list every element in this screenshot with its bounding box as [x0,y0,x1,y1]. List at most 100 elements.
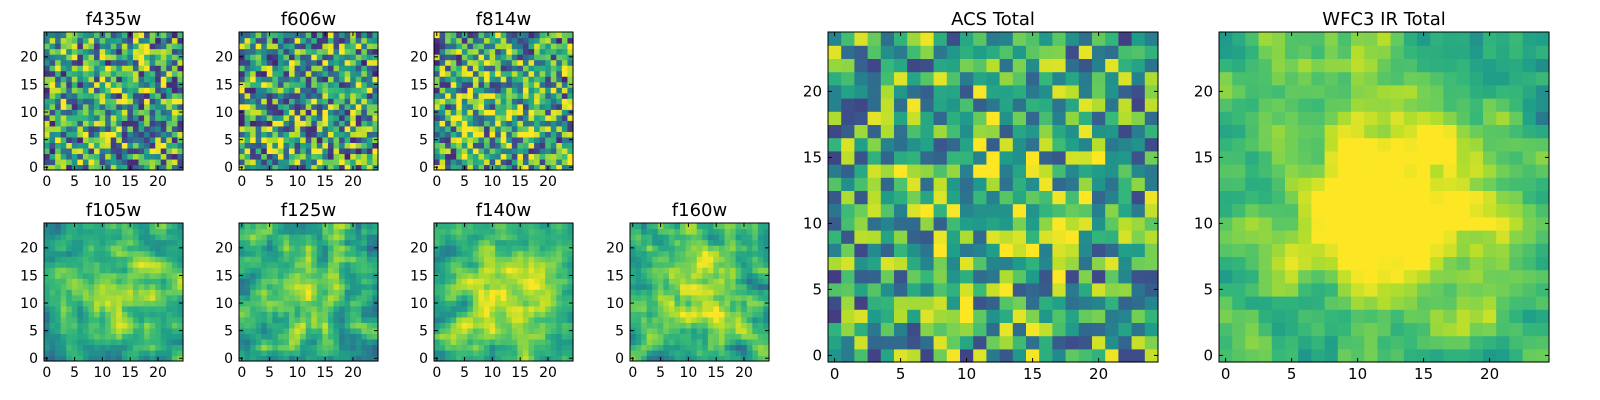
heatmap-cell [171,136,179,143]
heatmap-cell [166,87,173,94]
heatmap-cell [327,338,335,346]
heatmap-cell [350,322,357,329]
heatmap-cell [461,272,468,279]
heatmap-cell [244,164,251,171]
heatmap-cell [138,43,145,50]
heatmap-cell [880,269,895,284]
heatmap-cell [495,245,502,252]
heatmap-cell [333,158,340,166]
heatmap-cell [88,32,95,39]
y-tick-label: 0 [29,351,38,367]
heatmap-cell [366,153,374,160]
heatmap-cell [350,147,357,155]
heatmap-cell [289,76,296,83]
heatmap-cell [456,158,463,166]
heatmap-cell [132,223,140,230]
heatmap-cell [322,114,329,121]
heatmap-cell [272,349,279,357]
heatmap-cell [132,76,140,83]
heatmap-cell [511,228,518,235]
heatmap-cell [289,142,296,149]
heatmap-cell [110,120,117,127]
heatmap-cell [1039,335,1053,350]
heatmap-cell [127,142,134,149]
heatmap-cell [110,114,117,121]
heatmap-cell [735,261,742,268]
heatmap-cell [44,239,51,246]
heatmap-cell [294,305,301,312]
heatmap-cell [66,81,73,88]
heatmap-cell [472,54,480,61]
heatmap-cell [127,294,134,301]
heatmap-cell [1131,322,1146,337]
heatmap-cell [166,316,173,323]
heatmap-cell [99,54,106,61]
heatmap-cell [149,338,156,346]
heatmap-cell [735,289,742,296]
heatmap-cell [88,223,95,230]
heatmap-cell [484,54,491,61]
heatmap-cell [77,223,84,230]
heatmap-cell [144,245,151,252]
heatmap-cell [657,289,664,296]
heatmap-cell [366,256,374,263]
heatmap-cell [663,239,670,246]
heatmap-cell [854,203,869,218]
heatmap-cell [82,43,90,50]
heatmap-cell [534,87,541,94]
heatmap-cell [127,228,134,235]
x-tick-label: 15 [511,365,529,381]
heatmap-cell [461,327,468,334]
heatmap-cell [261,327,268,334]
heatmap-cell [741,294,748,301]
heatmap-cell [339,120,346,127]
heatmap-cell [171,92,179,99]
heatmap-cell [545,305,552,312]
heatmap-cell [495,81,502,88]
heatmap-cell [511,54,518,61]
heatmap-cell [71,59,78,66]
heatmap-cell [1105,243,1119,257]
heatmap-cell [294,272,301,279]
heatmap-cell [707,355,714,362]
heatmap-cell [144,327,151,334]
heatmap-cell [461,300,468,307]
heatmap-cell [434,98,441,105]
heatmap-cell [283,234,290,241]
heatmap-cell [511,349,518,357]
heatmap-cell [668,228,676,235]
heatmap-cell [155,109,162,116]
heatmap-cell [691,322,698,329]
heatmap-cell [517,338,524,346]
heatmap-cell [294,59,301,66]
heatmap-cell [741,267,748,274]
heatmap-cell [166,109,173,116]
heatmap-cell [534,147,541,155]
heatmap-cell [361,81,368,88]
heatmap-cell [1026,177,1040,191]
heatmap-cell [641,239,648,246]
heatmap-cell [266,283,273,290]
heatmap-cell [707,344,714,351]
heatmap-cell [973,177,987,191]
heatmap-cell [121,70,128,77]
heatmap-cell [132,250,140,257]
heatmap-cell [355,125,362,132]
heatmap-cell [132,125,140,132]
heatmap-cell [327,294,335,301]
heatmap-cell [149,322,156,329]
heatmap-cell [528,109,535,116]
y-tick-label: 0 [615,351,624,367]
heatmap-cell [534,223,541,230]
heatmap-cell [300,65,307,72]
heatmap-cell [556,43,563,50]
y-tick-label: 10 [410,105,428,121]
heatmap-cell [434,70,441,77]
heatmap-cell [277,142,285,149]
heatmap-cell [841,348,855,363]
heatmap-cell [986,230,1001,244]
heatmap-cell [160,300,167,307]
heatmap-cell [500,344,507,351]
heatmap-cell [746,294,753,301]
heatmap-cell [266,136,273,143]
